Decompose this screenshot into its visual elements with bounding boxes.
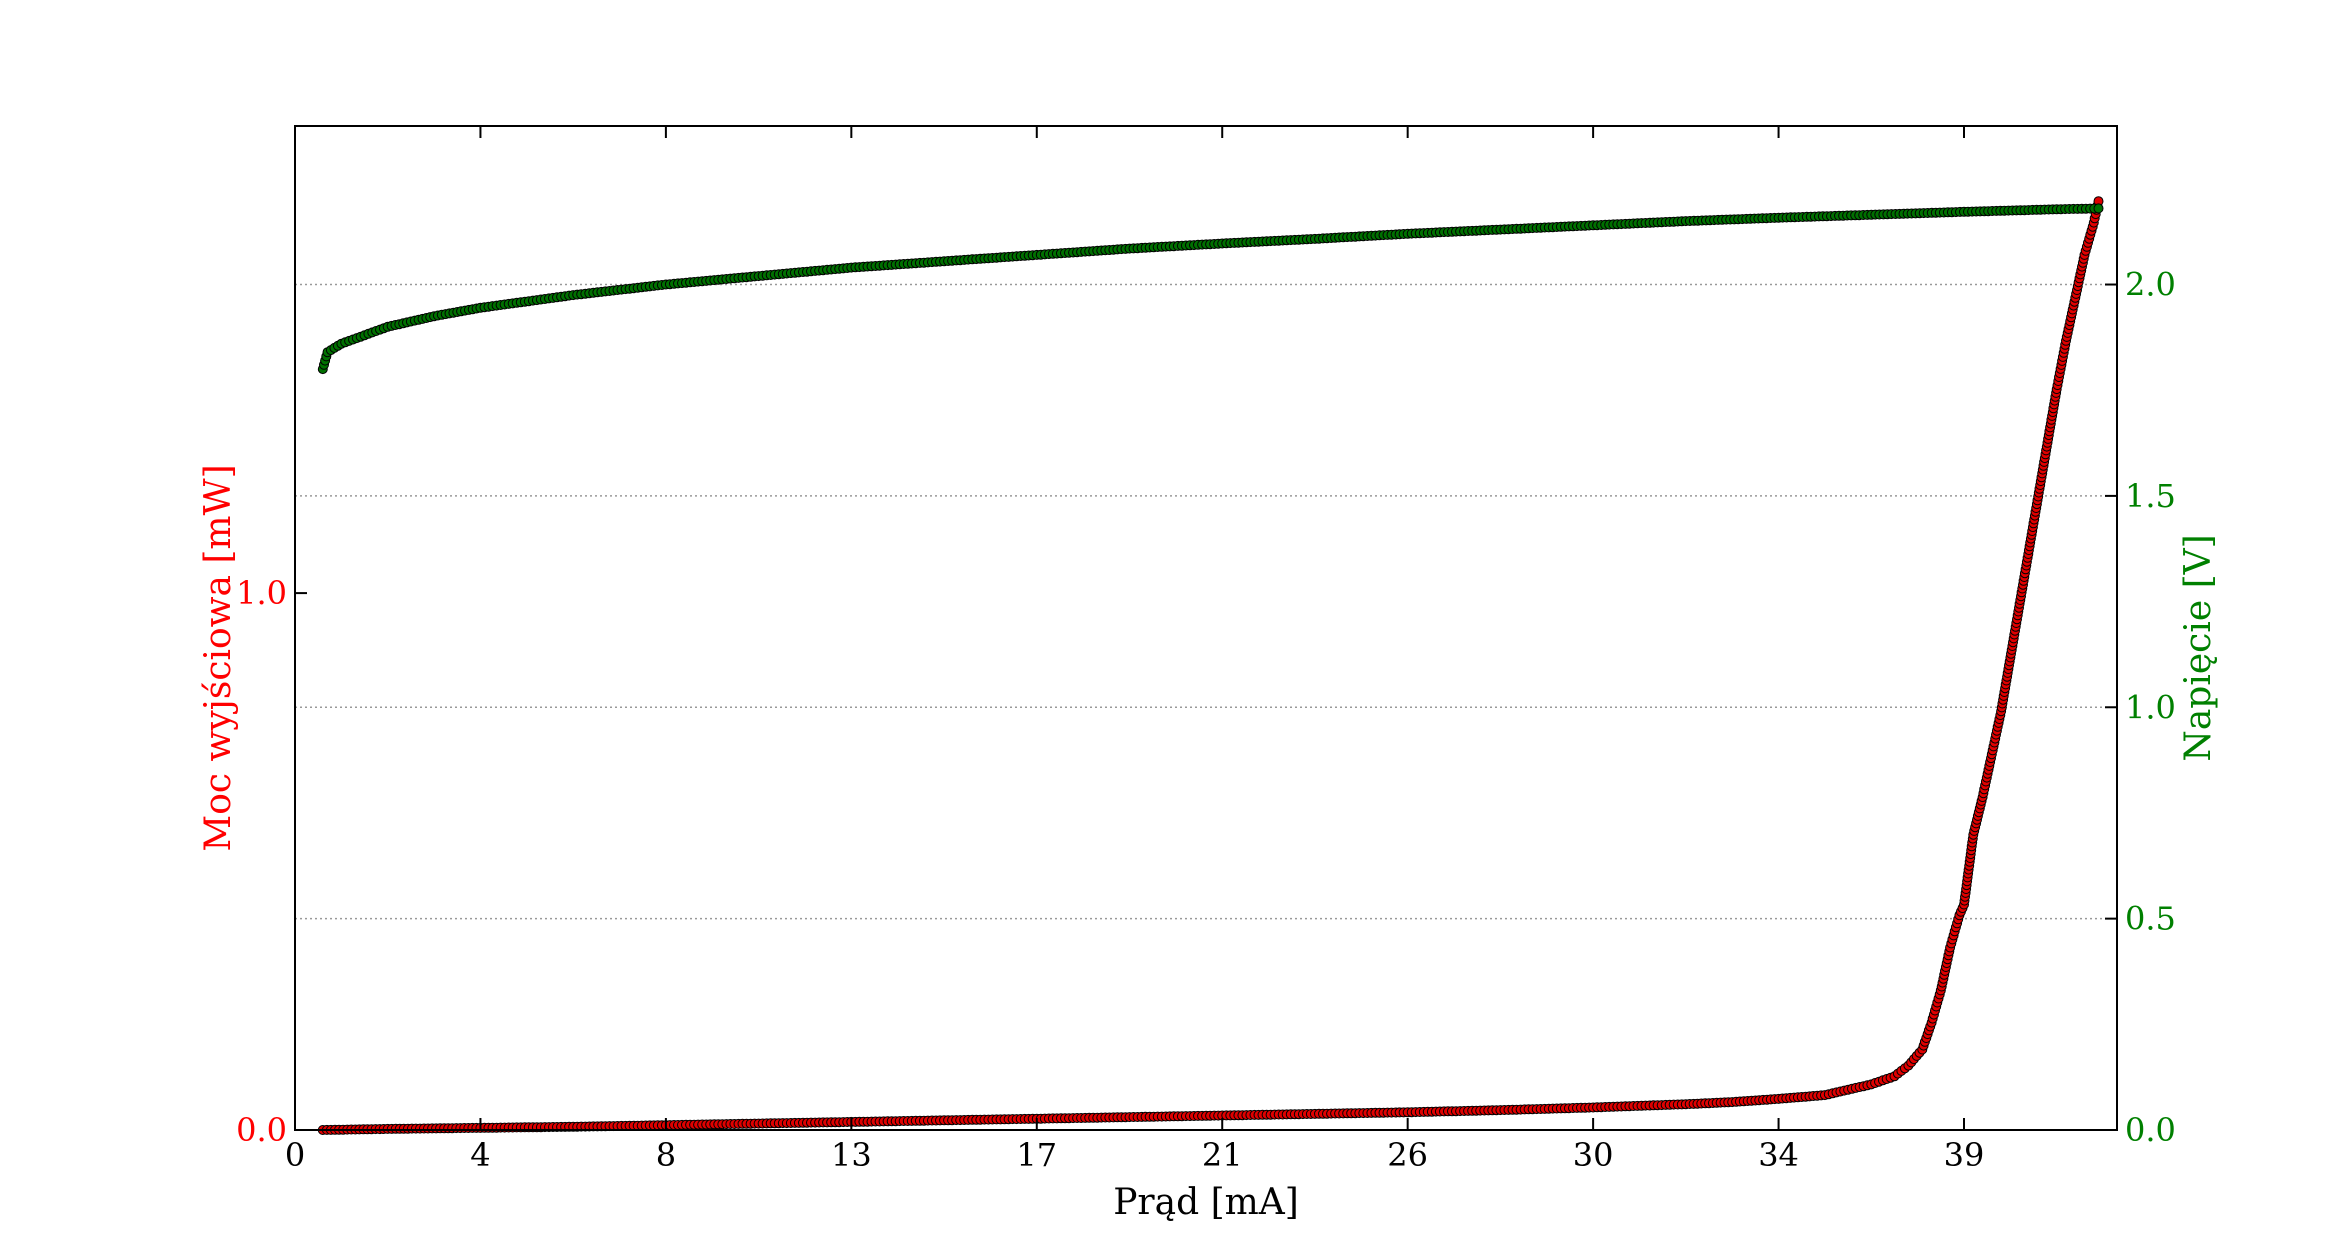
right-tick-label: 0.5 (2125, 900, 2176, 938)
plot-frame (294, 125, 2118, 1131)
axis-ticks: 0 4 8 13 17 21 26 30 34 39 0.0 1.0 0.0 0.5 1.0 1.5 2.0 (236, 126, 2176, 1174)
right-tick-label: 2.0 (2125, 266, 2176, 304)
x-tick-label: 4 (470, 1136, 490, 1174)
right-axis-title: Napięcie [V] (2178, 534, 2219, 761)
power-series (317, 196, 2104, 1135)
x-tick-label: 13 (831, 1136, 872, 1174)
right-tick-label: 0.0 (2125, 1111, 2176, 1149)
x-tick-label: 26 (1387, 1136, 1428, 1174)
x-tick-label: 17 (1016, 1136, 1057, 1174)
right-tick-label: 1.5 (2125, 477, 2176, 515)
x-tick-label: 8 (656, 1136, 676, 1174)
x-tick-label: 39 (1944, 1136, 1985, 1174)
left-tick-label: 1.0 (236, 574, 287, 612)
x-axis-title: Prąd [mA] (1113, 1182, 1299, 1223)
x-tick-label: 34 (1758, 1136, 1799, 1174)
gridlines (295, 283, 2117, 920)
left-tick-label: 0.0 (236, 1111, 287, 1149)
right-tick-label: 1.0 (2125, 688, 2176, 726)
data-point (2093, 203, 2104, 214)
left-axis-title: Moc wyjściowa [mW] (198, 464, 239, 851)
x-tick-label: 21 (1202, 1136, 1243, 1174)
x-tick-label: 0 (285, 1136, 305, 1174)
x-tick-label: 30 (1573, 1136, 1614, 1174)
voltage-series (317, 203, 2104, 375)
